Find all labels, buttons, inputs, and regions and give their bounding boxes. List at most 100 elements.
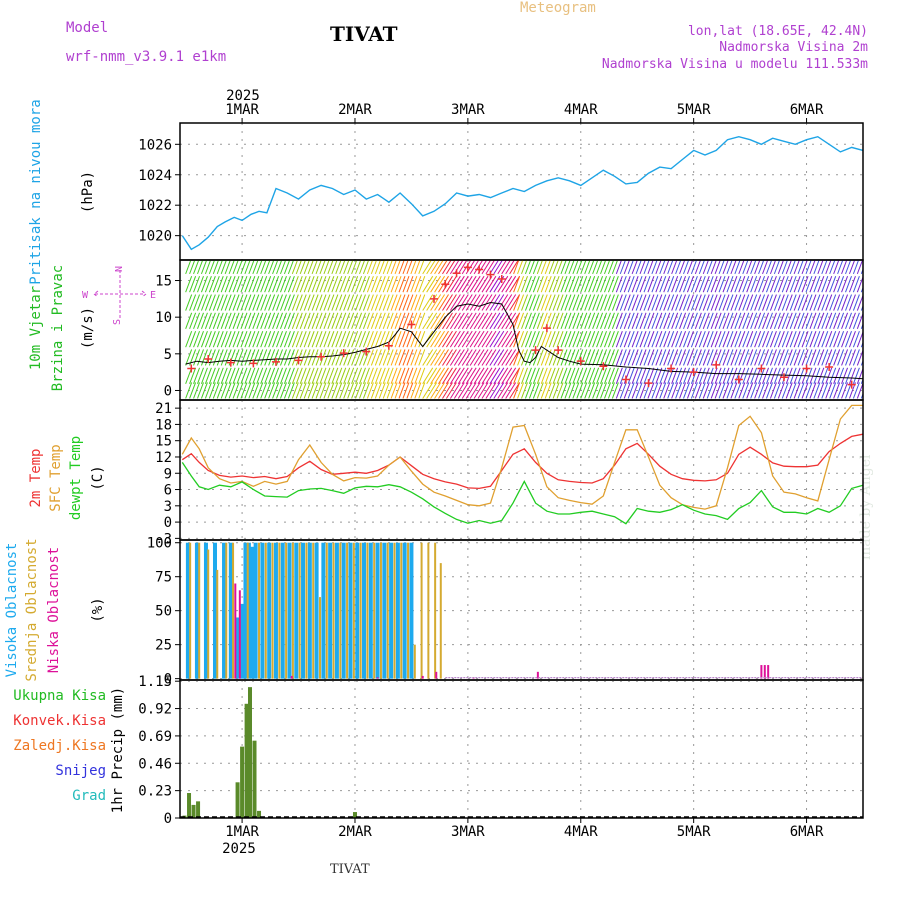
wind-barb — [758, 349, 766, 366]
wind-barb — [449, 330, 461, 348]
wind-barb — [718, 330, 726, 348]
wind-barb — [469, 349, 481, 366]
wind-barb — [410, 294, 418, 311]
wind-barb — [382, 349, 390, 366]
wind-barb — [698, 276, 706, 293]
model-label: Model — [66, 20, 109, 36]
wind-barb — [706, 382, 714, 399]
cloud-bar — [376, 677, 379, 679]
wind-barb — [611, 294, 619, 311]
wind-barb — [220, 382, 228, 399]
cloud-bar — [271, 542, 274, 679]
wind-barb — [675, 294, 683, 311]
wind-barb — [568, 349, 576, 366]
y-tick-label: 9 — [164, 466, 172, 482]
wind-barb — [366, 330, 374, 348]
wind-barb — [232, 294, 240, 311]
wind-barb — [517, 276, 525, 293]
wind-barb — [311, 312, 319, 330]
cloud-bar — [225, 542, 228, 679]
cloud-bar — [409, 542, 414, 679]
wind-barb — [374, 349, 382, 366]
wind-barb — [730, 330, 738, 348]
wind-barb — [268, 367, 276, 384]
wind-barb — [513, 349, 521, 366]
wind-barb — [556, 276, 564, 293]
wind-barb — [185, 382, 193, 399]
wind-barb — [287, 294, 295, 311]
wind-barb — [366, 276, 374, 293]
wind-barb — [449, 294, 461, 311]
wind-barb — [627, 367, 635, 384]
wind-barb — [204, 367, 212, 384]
wind-barb — [390, 312, 398, 330]
wind-barb — [627, 294, 635, 311]
cloud-bar — [260, 542, 265, 679]
wind-barb — [532, 312, 540, 330]
wind-gust-marker — [802, 364, 811, 373]
wind-barb — [248, 312, 256, 330]
wind-barb — [493, 330, 505, 348]
wind-barb — [461, 330, 473, 348]
wind-barb — [560, 312, 568, 330]
wind-barb — [706, 330, 714, 348]
wind-barb — [193, 276, 201, 293]
wind-barb — [189, 294, 197, 311]
wind-barb — [280, 382, 287, 399]
wind-barb — [528, 312, 536, 330]
wind-barb — [276, 276, 283, 293]
wind-barb — [355, 349, 363, 366]
wind-gust-marker — [599, 362, 608, 371]
cloud-bar — [767, 665, 770, 679]
wind-barb — [556, 330, 564, 348]
wind-barb — [481, 330, 493, 348]
wind-barb — [564, 312, 572, 330]
wind-barb — [698, 294, 706, 311]
wind-barb — [517, 349, 525, 366]
wind-barb — [493, 312, 505, 330]
wind-barb — [524, 349, 532, 366]
wind-barb — [264, 349, 272, 366]
cloud-bar — [341, 542, 346, 679]
compass-n-label: N — [114, 266, 125, 272]
compass-e-label: E — [150, 290, 156, 301]
wind-barb — [291, 294, 299, 311]
station-title: TIVAT — [330, 22, 398, 46]
wind-barb — [730, 367, 738, 384]
wind-barb — [236, 382, 244, 399]
wind-barb — [477, 382, 489, 399]
wind-barb — [477, 312, 489, 330]
wind-gust-marker — [644, 379, 653, 388]
wind-barb — [600, 276, 607, 293]
wind-barb — [386, 382, 394, 399]
wind-barb — [801, 382, 809, 399]
temp-axis-title-dewpt: dewpt Temp — [68, 436, 84, 520]
wind-barb — [611, 330, 619, 348]
wind-barb — [212, 294, 220, 311]
wind-barb — [758, 312, 766, 330]
wind-barb — [710, 276, 718, 293]
wind-barb — [485, 275, 497, 293]
wind-barb — [686, 367, 694, 384]
wind-barb — [283, 330, 291, 348]
wind-barb — [845, 294, 852, 311]
wind-gust-marker — [407, 320, 416, 329]
wind-barb — [193, 312, 201, 330]
wind-barb — [821, 294, 829, 311]
wind-barb — [240, 330, 248, 348]
wind-barb — [805, 312, 813, 330]
cloud-bar — [379, 542, 382, 679]
wind-barb — [287, 367, 295, 384]
wind-barb — [212, 276, 220, 293]
wind-barb — [769, 312, 777, 330]
wind-barb — [580, 294, 588, 311]
cloud-bar — [355, 542, 360, 679]
wind-barb — [536, 367, 544, 384]
wind-barb — [615, 349, 623, 366]
wind-barb — [702, 367, 710, 384]
wind-barb — [667, 330, 675, 348]
wind-barb — [457, 275, 469, 293]
wind-barb — [351, 382, 359, 399]
cloud-bar — [375, 542, 380, 679]
wind-gust-marker — [497, 275, 506, 284]
